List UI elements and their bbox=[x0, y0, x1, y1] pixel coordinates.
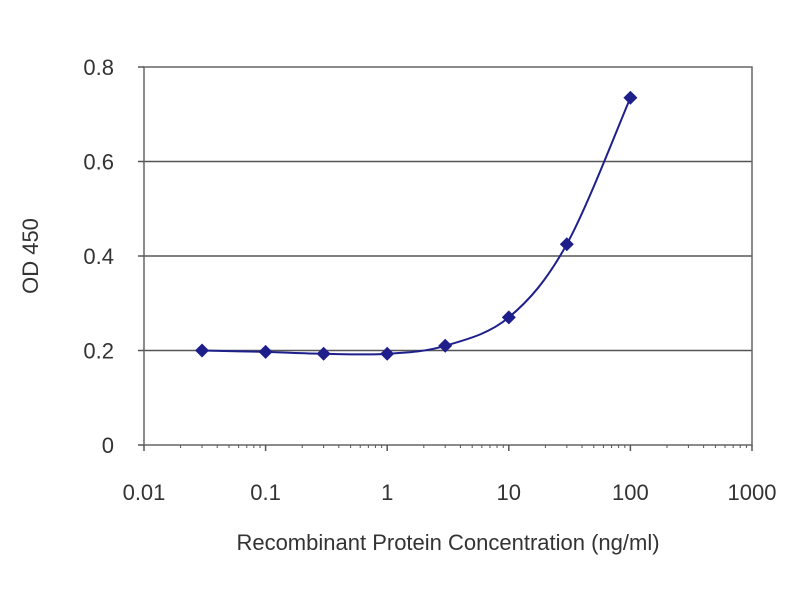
x-tick-label: 10 bbox=[497, 480, 521, 505]
y-tick-label: 0.2 bbox=[83, 339, 114, 364]
x-tick-label: 1 bbox=[381, 480, 393, 505]
data-point bbox=[559, 237, 574, 252]
x-tick-label: 100 bbox=[612, 480, 649, 505]
axis-ticks bbox=[138, 66, 753, 451]
gridlines bbox=[144, 160, 752, 352]
y-tick-label: 0 bbox=[102, 433, 114, 458]
x-tick-label: 1000 bbox=[728, 480, 777, 505]
data-point bbox=[501, 310, 516, 325]
y-tick-label: 0.6 bbox=[83, 150, 114, 175]
fit-curve-layer bbox=[201, 97, 632, 356]
data-point bbox=[623, 90, 638, 105]
fit-curve bbox=[201, 97, 632, 356]
data-point bbox=[258, 344, 273, 359]
y-tick-label: 0.4 bbox=[83, 244, 114, 269]
y-axis-title: OD 450 bbox=[18, 218, 43, 294]
data-points bbox=[195, 90, 638, 361]
tick-labels: 0 0.2 0.4 0.6 0.8 0.01 0.1 1 10 100 1000 bbox=[83, 55, 776, 505]
data-point bbox=[438, 338, 453, 353]
data-point bbox=[380, 346, 395, 361]
x-axis-title: Recombinant Protein Concentration (ng/ml… bbox=[236, 530, 659, 555]
data-point bbox=[195, 343, 210, 358]
x-tick-label: 0.01 bbox=[123, 480, 166, 505]
data-point bbox=[316, 346, 331, 361]
y-tick-label: 0.8 bbox=[83, 55, 114, 80]
x-tick-label: 0.1 bbox=[250, 480, 281, 505]
